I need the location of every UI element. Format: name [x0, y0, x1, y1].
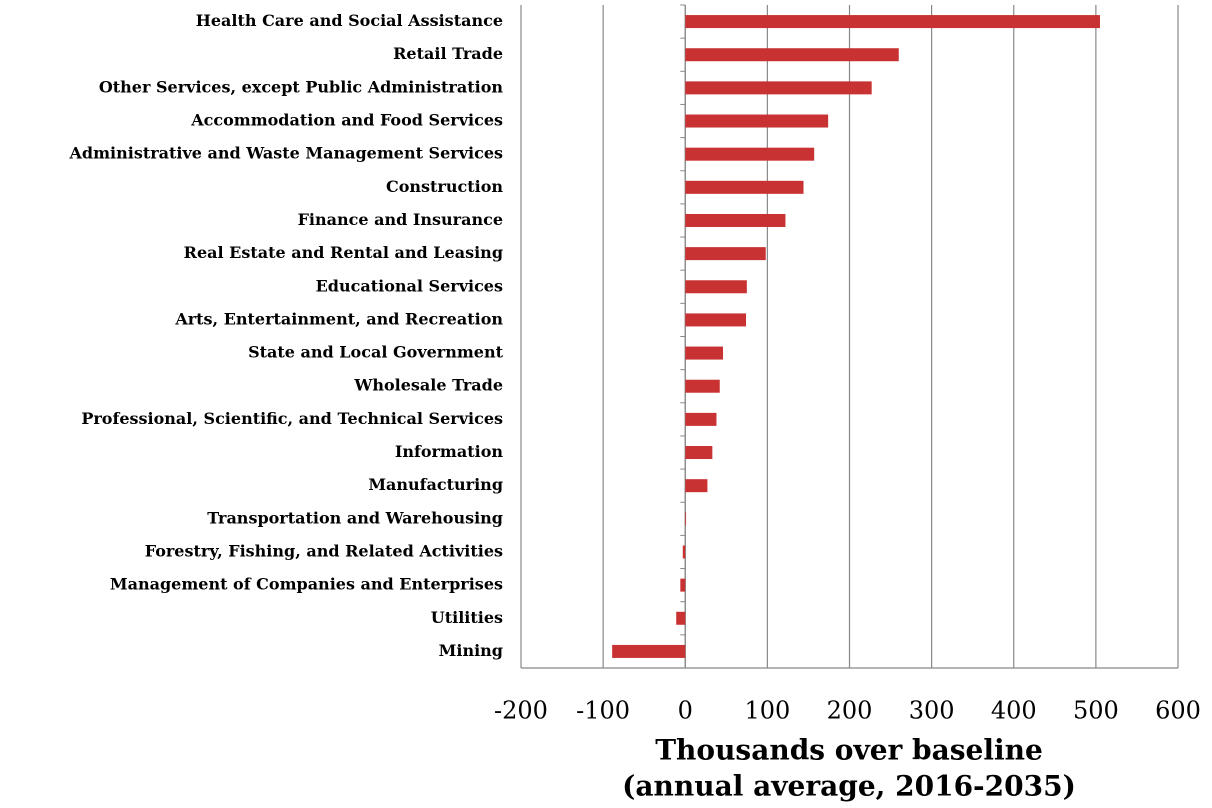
x-tick-label: 0	[678, 697, 693, 725]
bar	[682, 545, 686, 559]
y-tick-label: Mining	[439, 641, 503, 660]
y-tick-label: Wholesale Trade	[353, 376, 503, 395]
y-tick-label: Construction	[386, 177, 503, 196]
x-tick-label: 400	[991, 697, 1037, 725]
bar	[676, 611, 686, 625]
x-tick-label: 600	[1155, 697, 1201, 725]
y-tick-label: Health Care and Social Assistance	[196, 11, 503, 30]
bar	[685, 479, 708, 493]
y-tick-label: Educational Services	[316, 276, 503, 295]
bar	[612, 644, 686, 658]
bar	[685, 412, 717, 426]
y-tick-label: Utilities	[431, 608, 503, 627]
bar	[685, 280, 747, 294]
y-tick-label: Other Services, except Public Administra…	[99, 77, 504, 96]
bar	[685, 346, 724, 360]
y-tick-label: Manufacturing	[368, 475, 503, 494]
bar	[685, 512, 687, 526]
y-tick-label: Forestry, Fishing, and Related Activitie…	[145, 541, 503, 560]
x-tick-label: 500	[1073, 697, 1119, 725]
x-tick-label: -100	[576, 697, 630, 725]
bar	[685, 180, 804, 194]
bar	[685, 147, 815, 161]
bar	[685, 247, 766, 261]
bar	[685, 114, 829, 128]
x-tick-label: 300	[909, 697, 955, 725]
bar	[685, 15, 1100, 29]
y-tick-label: Administrative and Waste Management Serv…	[69, 144, 504, 163]
x-axis-title: (annual average, 2016-2035)	[622, 770, 1076, 803]
y-tick-label: State and Local Government	[248, 343, 504, 362]
bar	[685, 379, 720, 393]
bar	[685, 213, 786, 227]
y-tick-label: Management of Companies and Enterprises	[110, 575, 503, 594]
bar	[685, 81, 872, 95]
x-axis-title: Thousands over baseline	[655, 734, 1043, 767]
y-tick-label: Information	[395, 442, 504, 461]
y-tick-label: Professional, Scientific, and Technical …	[81, 409, 503, 428]
bar	[685, 313, 747, 327]
x-tick-label: -200	[494, 697, 548, 725]
y-tick-label: Finance and Insurance	[298, 210, 503, 229]
y-tick-label: Retail Trade	[393, 44, 503, 63]
y-tick-label: Transportation and Warehousing	[207, 508, 503, 527]
x-tick-label: 200	[827, 697, 873, 725]
bar	[680, 578, 686, 592]
y-tick-label: Accommodation and Food Services	[190, 111, 503, 130]
bar	[685, 48, 899, 62]
y-tick-label: Real Estate and Rental and Leasing	[184, 243, 503, 262]
x-tick-label: 100	[744, 697, 790, 725]
bar	[685, 446, 713, 460]
y-tick-label: Arts, Entertainment, and Recreation	[174, 309, 503, 328]
